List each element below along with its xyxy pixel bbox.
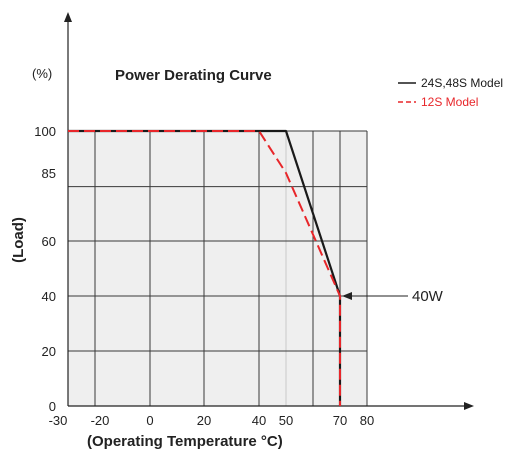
x-tick-label: 50: [279, 413, 293, 428]
y-tick-label: 60: [42, 234, 56, 249]
legend-label: 12S Model: [421, 95, 478, 109]
y-tick-labels: 0 20 40 60 85 100: [34, 124, 56, 414]
x-tick-label: -20: [91, 413, 110, 428]
annotation-label: 40W: [412, 288, 444, 305]
y-tick-label: 20: [42, 344, 56, 359]
annotation-group: 40W: [342, 288, 444, 305]
y-tick-label: 40: [42, 289, 56, 304]
y-tick-label: 100: [34, 124, 56, 139]
series-lines: [68, 129, 342, 406]
legend-label: 24S,48S Model: [421, 76, 503, 90]
chart-title: Power Derating Curve: [115, 67, 272, 84]
x-tick-label: 70: [333, 413, 347, 428]
x-axis-title-text: (Operating Temperature: [87, 433, 261, 450]
x-tick-label: 20: [197, 413, 211, 428]
x-axis-title: (Operating Temperature °C): [87, 433, 283, 450]
series-line-24s-48s: [68, 129, 342, 406]
x-tick-label: 0: [146, 413, 153, 428]
axes: [64, 12, 474, 410]
x-axis-title-unit: °C): [261, 433, 283, 450]
y-unit-label: (%): [32, 66, 52, 81]
y-axis-arrow-icon: [64, 12, 72, 22]
y-tick-label: 0: [49, 399, 56, 414]
y-tick-label: 85: [42, 166, 56, 181]
x-tick-label: 80: [360, 413, 374, 428]
annotation-arrow-icon: [342, 292, 352, 300]
x-tick-label: 40: [252, 413, 266, 428]
y-axis-title: (Load): [10, 217, 27, 263]
plot-area-shade: [68, 131, 367, 406]
x-tick-label: -30: [49, 413, 68, 428]
series-line-12s: [68, 130, 341, 406]
x-tick-labels: -30 -20 0 20 40 50 70 80: [49, 413, 375, 428]
x-axis-arrow-icon: [464, 402, 474, 410]
legend: 24S,48S Model 12S Model: [398, 76, 503, 109]
